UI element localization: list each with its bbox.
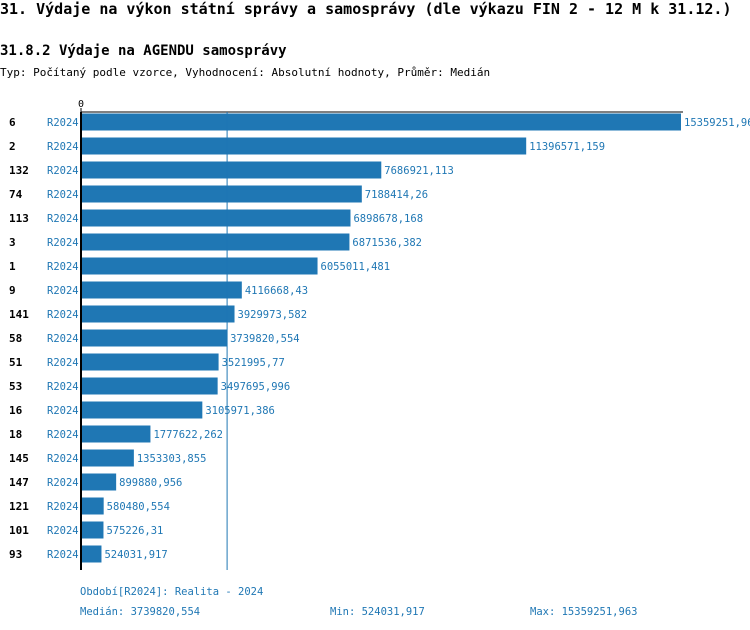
bar: [81, 353, 219, 371]
period-label: R2024: [47, 237, 79, 249]
category-label: 1: [9, 260, 16, 273]
bar: [81, 137, 527, 155]
bar: [81, 545, 102, 563]
value-label: 3497695,996: [221, 381, 291, 393]
bar: [81, 185, 362, 203]
bar: [81, 473, 117, 491]
period-label: R2024: [47, 285, 79, 297]
category-label: 145: [9, 452, 29, 465]
period-label: R2024: [47, 549, 79, 561]
period-label: R2024: [47, 429, 79, 441]
value-label: 575226,31: [106, 525, 163, 537]
x-tick-label: 0: [78, 99, 84, 110]
period-label: R2024: [47, 141, 79, 153]
bar: [81, 521, 104, 539]
value-label: 3929973,582: [238, 309, 308, 321]
category-label: 18: [9, 428, 22, 441]
period-label: R2024: [47, 453, 79, 465]
period-label: R2024: [47, 333, 79, 345]
category-label: 147: [9, 476, 29, 489]
footer-min: Min: 524031,917: [330, 606, 425, 618]
period-label: R2024: [47, 405, 79, 417]
category-label: 74: [9, 188, 23, 201]
category-label: 9: [9, 284, 16, 297]
period-label: R2024: [47, 261, 79, 273]
bar: [81, 281, 242, 299]
period-label: R2024: [47, 309, 79, 321]
bar: [81, 257, 318, 275]
value-label: 15359251,96: [684, 117, 750, 129]
category-label: 3: [9, 236, 16, 249]
category-label: 132: [9, 164, 29, 177]
period-label: R2024: [47, 213, 79, 225]
value-label: 6871536,382: [352, 237, 422, 249]
category-label: 53: [9, 380, 22, 393]
bar: [81, 497, 104, 515]
category-label: 2: [9, 140, 16, 153]
bar: [81, 401, 203, 419]
category-label: 6: [9, 116, 16, 129]
value-label: 1353303,855: [137, 453, 207, 465]
category-label: 93: [9, 548, 22, 561]
period-label: R2024: [47, 477, 79, 489]
period-label: R2024: [47, 189, 79, 201]
period-label: R2024: [47, 117, 79, 129]
value-label: 3739820,554: [230, 333, 300, 345]
category-label: 16: [9, 404, 23, 417]
bar: [81, 113, 681, 131]
value-label: 7188414,26: [365, 189, 428, 201]
value-label: 6898678,168: [353, 213, 423, 225]
bar: [81, 377, 218, 395]
footer-median: Medián: 3739820,554: [80, 606, 201, 618]
period-label: R2024: [47, 165, 79, 177]
category-label: 58: [9, 332, 22, 345]
category-label: 141: [9, 308, 29, 321]
page-title: 31. Výdaje na výkon státní správy a samo…: [0, 0, 732, 18]
bar: [81, 449, 134, 467]
value-label: 6055011,481: [321, 261, 391, 273]
value-label: 580480,554: [107, 501, 170, 513]
category-label: 101: [9, 524, 29, 537]
value-label: 7686921,113: [384, 165, 454, 177]
chart-description: Typ: Počítaný podle vzorce, Vyhodnocení:…: [0, 66, 491, 79]
value-label: 524031,917: [104, 549, 167, 561]
bar: [81, 233, 350, 251]
period-label: R2024: [47, 525, 79, 537]
value-label: 1777622,262: [153, 429, 223, 441]
bar: [81, 329, 228, 347]
footer-max: Max: 15359251,963: [530, 606, 638, 618]
chart-subtitle: 31.8.2 Výdaje na AGENDU samosprávy: [0, 43, 287, 59]
value-label: 4116668,43: [245, 285, 308, 297]
bar: [81, 161, 382, 179]
period-label: R2024: [47, 357, 79, 369]
period-label: R2024: [47, 381, 79, 393]
value-label: 3521995,77: [222, 357, 285, 369]
category-label: 51: [9, 356, 23, 369]
value-label: 899880,956: [119, 477, 182, 489]
period-label: R2024: [47, 501, 79, 513]
bar: [81, 425, 151, 443]
footer-period: Období[R2024]: Realita - 2024: [80, 586, 264, 598]
bar: [81, 305, 235, 323]
category-label: 113: [9, 212, 29, 225]
value-label: 11396571,159: [529, 141, 605, 153]
bar: [81, 209, 351, 227]
category-label: 121: [9, 500, 29, 513]
value-label: 3105971,386: [205, 405, 275, 417]
